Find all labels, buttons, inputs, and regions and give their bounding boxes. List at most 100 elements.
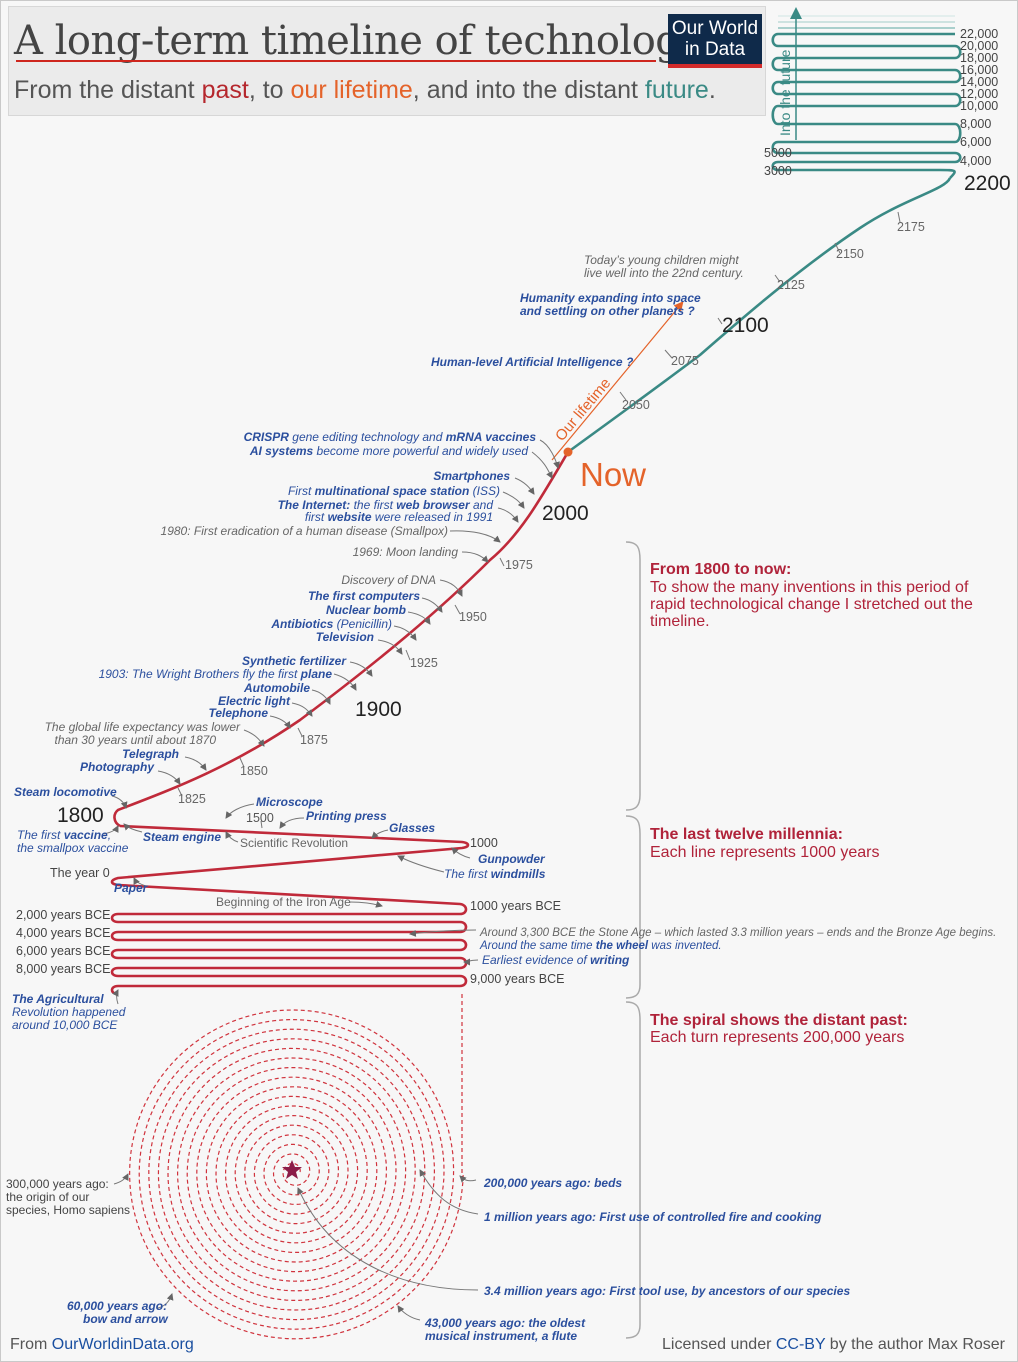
- note-bronze: Around 3,300 BCE the Stone Age – which l…: [479, 927, 996, 939]
- now-marker: [563, 447, 573, 457]
- logo-line-2: in Data: [684, 39, 746, 60]
- bracket-1: [625, 541, 641, 811]
- subtitle-past: past: [201, 76, 249, 104]
- year-2075: 2075: [671, 354, 699, 368]
- note-agri-2: Revolution happened: [12, 1005, 126, 1019]
- subtitle-lifetime: our lifetime: [290, 76, 413, 104]
- note-locomotive: Steam locomotive: [14, 785, 117, 799]
- note-telephone: Telephone: [208, 706, 268, 720]
- note-agri-1: The Agricultural: [12, 992, 104, 1006]
- millennia-zigzag-line: [110, 824, 470, 996]
- section-2-heading: The last twelve millennia:: [650, 826, 843, 843]
- year-8000-bce: 8,000 years BCE: [16, 962, 111, 976]
- bracket-3: [625, 1001, 641, 1339]
- subtitle-part: , and into the distant: [412, 76, 645, 104]
- future-curve: [567, 177, 952, 454]
- note-electric: Electric light: [218, 694, 291, 708]
- year-2200: 2200: [964, 172, 1011, 195]
- future-year-label: 14,000: [960, 75, 998, 89]
- page-subtitle: From the distant past, to our lifetime, …: [14, 76, 716, 105]
- note-vaccine: The first vaccine,: [17, 828, 111, 842]
- note-fire: 1 million years ago: First use of contro…: [484, 1210, 822, 1224]
- note-steam-engine: Steam engine: [143, 830, 221, 844]
- note-crispr: CRISPR gene editing technology and mRNA …: [244, 430, 537, 444]
- future-year-label: 22,000: [960, 27, 998, 41]
- note-computers: The first computers: [308, 589, 420, 603]
- lifetime-label: Our lifetime: [552, 375, 614, 445]
- footer-licensed: Licensed under: [662, 1336, 776, 1353]
- note-flute-2: musical instrument, a flute: [425, 1329, 577, 1343]
- future-axis-label: Into the future: [777, 49, 793, 136]
- section-1-heading: From 1800 to now:: [650, 561, 792, 578]
- future-year-label: 18,000: [960, 51, 998, 65]
- year-1900: 1900: [355, 698, 402, 721]
- note-sci-rev: Scientific Revolution: [240, 836, 348, 850]
- future-year-label: 10,000: [960, 99, 998, 113]
- note-life-exp-2: than 30 years until about 1870: [55, 733, 217, 747]
- note-writing: Earliest evidence of writing: [482, 953, 630, 967]
- note-windmills: The first windmills: [444, 867, 546, 881]
- future-year-labels: 22,00020,00018,00016,00014,00012,00010,0…: [960, 27, 998, 168]
- future-year-label: 4,000: [960, 154, 991, 168]
- note-antibiotics: Antibiotics (Penicillin): [270, 617, 392, 631]
- note-iron-age: Beginning of the Iron Age: [216, 895, 351, 909]
- note-smartphones: Smartphones: [433, 469, 510, 483]
- note-space-2: and settling on other planets ?: [520, 304, 695, 318]
- year-2150: 2150: [836, 247, 864, 261]
- year-1800: 1800: [57, 804, 104, 827]
- year-6000-bce: 6,000 years BCE: [16, 944, 111, 958]
- note-dna: Discovery of DNA: [341, 573, 436, 587]
- subtitle-part: .: [708, 76, 716, 104]
- future-zigzag-line: [771, 32, 962, 179]
- year-9000-bce: 9,000 years BCE: [470, 972, 565, 986]
- future-year-label: 20,000: [960, 39, 998, 53]
- year-3000: 3000: [764, 164, 792, 178]
- note-iss: First multinational space station (ISS): [288, 484, 500, 498]
- note-glasses: Glasses: [389, 821, 435, 835]
- note-vaccine-2: the smallpox vaccine: [17, 841, 129, 855]
- section-3-text: Each turn represents 200,000 years: [650, 1029, 905, 1046]
- note-wright: 1903: The Wright Brothers fly the first …: [99, 667, 333, 681]
- note-bow-1: 60,000 years ago:: [67, 1299, 167, 1313]
- note-moon: 1969: Moon landing: [353, 545, 459, 559]
- year-2100: 2100: [722, 314, 769, 337]
- subtitle-future: future: [644, 76, 709, 104]
- logo-bar: [668, 64, 762, 68]
- owid-logo[interactable]: Our World in Data: [668, 14, 762, 68]
- logo-line-1: Our World: [671, 18, 759, 39]
- year-1000: 1000: [470, 836, 498, 850]
- note-fertilizer: Synthetic fertilizer: [242, 654, 347, 668]
- cc-by-link[interactable]: CC-BY: [775, 1336, 826, 1353]
- title-underline: [16, 60, 656, 62]
- subtitle-part: , to: [248, 76, 291, 104]
- note-wheel: Around the same time the wheel was inven…: [479, 940, 722, 952]
- year-2175: 2175: [897, 220, 925, 234]
- note-internet: The Internet: the first web browser and: [278, 498, 494, 512]
- note-automobile: Automobile: [243, 681, 310, 695]
- note-paper: Paper: [114, 881, 149, 895]
- note-children-1: Today’s young children might: [584, 253, 739, 267]
- now-label: Now: [580, 456, 646, 493]
- section-3-heading: The spiral shows the distant past:: [650, 1012, 908, 1029]
- future-year-label: 8,000: [960, 117, 991, 131]
- year-1850: 1850: [240, 764, 268, 778]
- note-tools: 3.4 million years ago: First tool use, b…: [484, 1284, 850, 1298]
- section-2-text: Each line represents 1000 years: [650, 844, 880, 861]
- note-television: Television: [316, 630, 374, 644]
- note-agri-3: around 10,000 BCE: [12, 1018, 118, 1032]
- year-0: The year 0: [50, 866, 110, 880]
- owid-link[interactable]: OurWorldinData.org: [51, 1336, 194, 1353]
- note-flute-1: 43,000 years ago: the oldest: [424, 1316, 586, 1330]
- note-beds: 200,000 years ago: beds: [483, 1176, 622, 1190]
- note-website: first website were released in 1991: [305, 510, 493, 524]
- note-children-2: live well into the 22nd century.: [584, 266, 744, 280]
- year-1500: 1500: [246, 811, 274, 825]
- note-agi: Human-level Artificial Intelligence ?: [431, 355, 634, 369]
- footer-license: Licensed under CC-BY by the author Max R…: [662, 1336, 1005, 1354]
- spiral-path: [128, 1009, 464, 1340]
- note-ai: AI systems become more powerful and wide…: [249, 444, 528, 458]
- page-title: A long-term timeline of technology: [14, 18, 703, 64]
- year-2000: 2000: [542, 502, 589, 525]
